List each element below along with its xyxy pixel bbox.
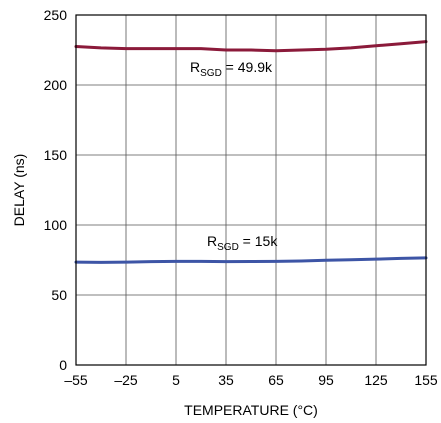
y-tick-label: 100: [44, 217, 68, 233]
y-tick-label: 0: [59, 357, 67, 373]
y-tick-label: 50: [51, 287, 67, 303]
x-tick-label: 155: [414, 372, 438, 388]
grid: [76, 15, 426, 365]
series-label-15k-main: R: [207, 233, 217, 249]
y-tick-label: 200: [44, 77, 68, 93]
y-axis-title: DELAY (ns): [11, 154, 27, 227]
x-tick-label: –25: [114, 372, 138, 388]
series-label-49k-main: R: [190, 59, 200, 75]
series-label-15k-value: = 15k: [239, 233, 279, 249]
series-annotations: RSGD = 49.9k RSGD = 15k: [190, 59, 278, 253]
x-tick-label: 125: [364, 372, 388, 388]
x-axis-title: TEMPERATURE (°C): [184, 402, 318, 418]
series-label-49k-sub: SGD: [200, 68, 222, 79]
plot-frame: [75, 14, 427, 366]
series-label-49k-value: = 49.9k: [222, 59, 273, 75]
series-line-49k: [74, 40, 428, 53]
x-tick-label: 35: [218, 372, 234, 388]
y-tick-label: 250: [44, 7, 68, 23]
x-tick-labels: –55 –25 5 35 65 95 125 155: [64, 372, 438, 388]
x-tick-label: 5: [172, 372, 180, 388]
x-tick-label: 95: [318, 372, 334, 388]
series-lines: [74, 40, 428, 264]
series-label-15k: RSGD = 15k: [207, 233, 278, 253]
y-tick-label: 150: [44, 147, 68, 163]
series-label-15k-sub: SGD: [217, 242, 239, 253]
y-tick-labels: 0 50 100 150 200 250: [44, 7, 68, 373]
x-tick-label: 65: [268, 372, 284, 388]
series-line-15k: [74, 256, 428, 264]
series-label-49k: RSGD = 49.9k: [190, 59, 273, 79]
x-tick-label: –55: [64, 372, 88, 388]
